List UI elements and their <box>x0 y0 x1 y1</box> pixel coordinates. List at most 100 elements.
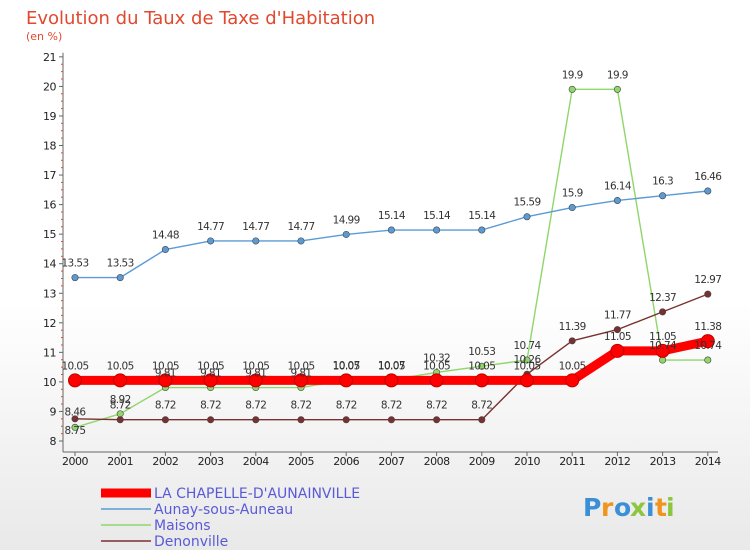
logo-letter: r <box>601 493 614 522</box>
data-label: 15.14 <box>468 210 496 222</box>
data-label: 10.53 <box>468 346 495 358</box>
data-label: 8.72 <box>110 400 131 412</box>
logo-letter: o <box>614 493 631 522</box>
data-point <box>523 356 531 364</box>
y-tick-label: 13 <box>43 287 56 300</box>
data-point <box>478 416 486 424</box>
x-tick-label: 2002 <box>152 455 178 468</box>
data-point <box>203 373 218 388</box>
y-tick-label: 15 <box>43 228 56 241</box>
data-label: 14.77 <box>287 221 314 233</box>
y-tick-label: 9 <box>50 405 57 418</box>
data-point <box>478 362 486 370</box>
data-point <box>613 196 621 204</box>
data-label: 10.05 <box>197 360 224 372</box>
y-tick-label: 18 <box>43 140 56 153</box>
data-label: 11.77 <box>604 310 631 322</box>
data-label: 10.05 <box>61 360 88 372</box>
x-tick-label: 2000 <box>62 455 88 468</box>
data-point <box>116 274 124 282</box>
legend-label: Denonville <box>154 534 228 550</box>
data-point <box>568 204 576 212</box>
data-label: 10.05 <box>287 360 314 372</box>
data-label: 15.59 <box>513 197 540 209</box>
data-label: 19.9 <box>607 69 628 81</box>
data-label: 8.72 <box>155 400 176 412</box>
data-label: 8.72 <box>381 400 402 412</box>
data-point <box>478 226 486 234</box>
data-point <box>565 373 580 388</box>
y-tick-label: 20 <box>43 80 56 93</box>
data-label: 10.05 <box>242 360 269 372</box>
series-layer <box>68 85 715 431</box>
x-tick-label: 2007 <box>378 455 404 468</box>
data-label: 13.53 <box>61 258 88 270</box>
x-tick-label: 2011 <box>559 455 585 468</box>
data-point <box>613 326 621 334</box>
data-point <box>297 237 305 245</box>
data-point <box>342 416 350 424</box>
data-point <box>294 373 308 388</box>
data-label: 9.81 <box>245 368 266 380</box>
data-point <box>342 230 350 238</box>
data-point <box>252 237 260 245</box>
series-1 <box>71 187 712 282</box>
data-label: 14.77 <box>242 221 269 233</box>
data-point <box>429 373 444 388</box>
data-label: 8.75 <box>65 425 86 437</box>
data-label: 11.05 <box>649 331 676 343</box>
data-point <box>568 85 576 93</box>
data-point <box>659 308 667 316</box>
x-tick-label: 2004 <box>243 455 269 468</box>
data-point <box>520 373 534 388</box>
data-point <box>523 213 531 221</box>
x-tick-label: 2008 <box>424 455 450 468</box>
data-label: 10.74 <box>694 340 722 352</box>
data-point <box>248 373 263 388</box>
data-label: 10.07 <box>333 360 360 372</box>
data-point <box>433 416 441 424</box>
y-tick-label: 10 <box>43 376 56 389</box>
y-tick-label: 11 <box>43 346 56 359</box>
data-point <box>568 337 576 345</box>
y-tick-label: 17 <box>43 169 56 182</box>
legend-label: Aunay-sous-Auneau <box>154 502 293 518</box>
data-labels: 10.05 10.05 10.05 10.05 10.05 10.05 10.05 10.05… <box>61 69 722 436</box>
x-tick-label: 2001 <box>107 455 133 468</box>
data-point <box>474 373 489 388</box>
data-point <box>384 373 399 388</box>
data-label: 10.26 <box>513 354 541 366</box>
data-label: 16.3 <box>652 176 673 188</box>
data-label: 10.32 <box>423 352 450 364</box>
data-label: 12.97 <box>694 274 721 286</box>
data-label: 10.05 <box>333 360 360 372</box>
data-label: 8.72 <box>471 400 492 412</box>
data-point <box>700 334 715 349</box>
data-label: 16.46 <box>694 171 722 183</box>
x-tick-label: 2013 <box>650 455 676 468</box>
data-label: 8.72 <box>426 400 447 412</box>
data-label: 15.14 <box>423 210 451 222</box>
data-point <box>207 416 215 424</box>
x-tick-label: 2009 <box>469 455 495 468</box>
data-label: 10.05 <box>468 360 495 372</box>
data-point <box>116 416 124 424</box>
data-label: 9.81 <box>155 368 176 380</box>
legend-label: Maisons <box>154 518 211 534</box>
data-label: 14.77 <box>197 221 224 233</box>
data-label: 15.14 <box>378 210 406 222</box>
logo-letter: i <box>666 493 675 522</box>
logo-letter: x <box>630 493 646 522</box>
logo-letter: t <box>655 493 667 522</box>
data-label: 10.74 <box>649 340 677 352</box>
data-point <box>339 373 354 388</box>
x-tick-label: 2006 <box>333 455 359 468</box>
legend: LA CHAPELLE-D'AUNAINVILLEAunay-sous-Aune… <box>101 486 360 550</box>
data-label: 10.07 <box>378 360 405 372</box>
data-point <box>71 415 79 423</box>
x-tick-label: 2012 <box>604 455 630 468</box>
y-tick-label: 16 <box>43 199 56 212</box>
